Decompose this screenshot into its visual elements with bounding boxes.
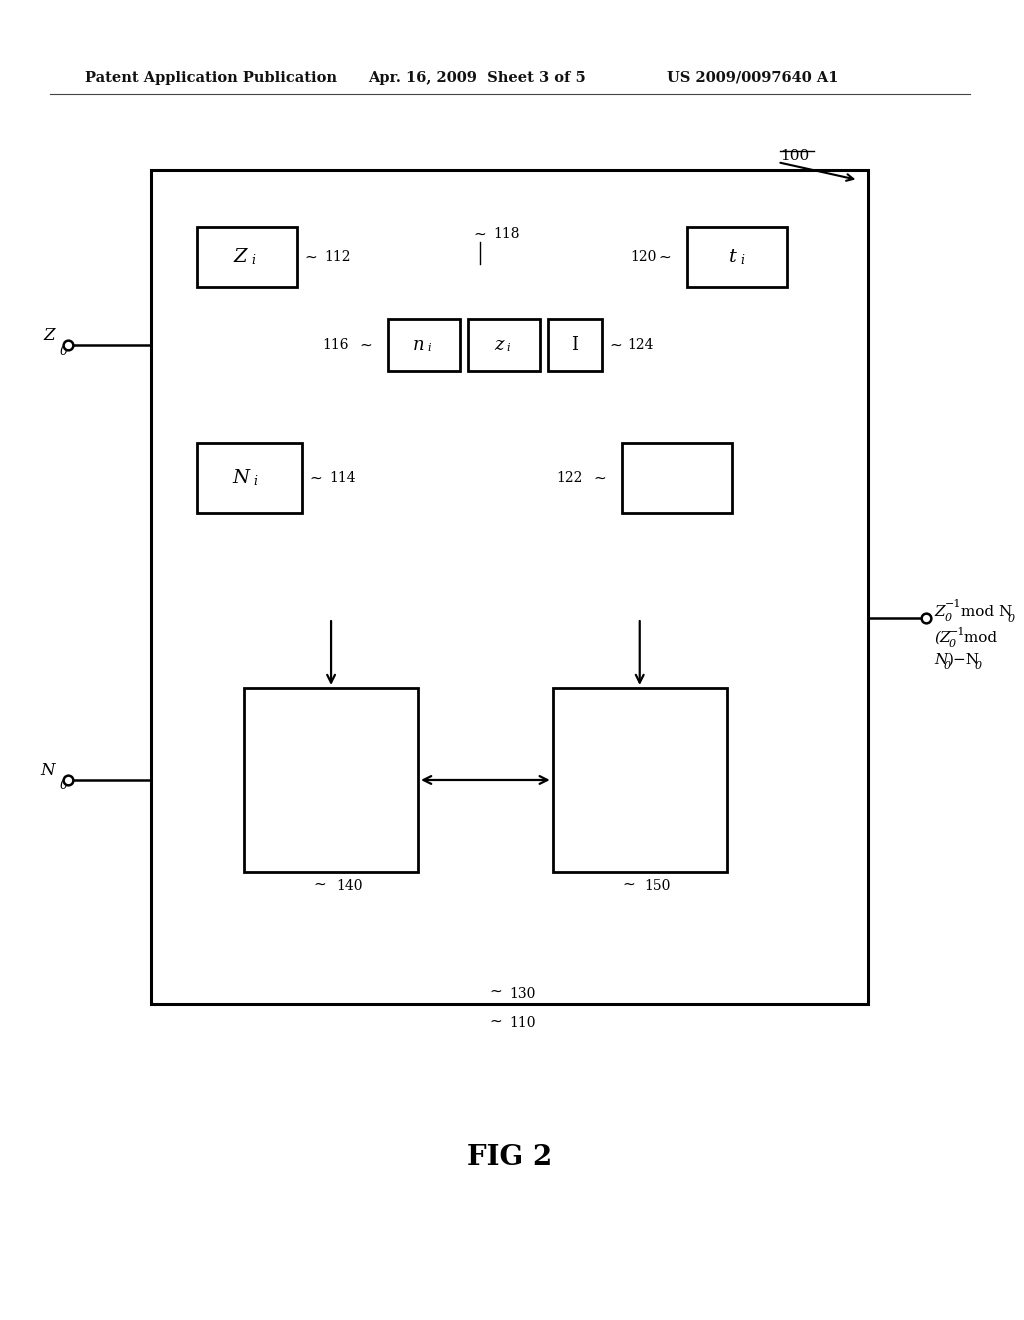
- Text: −1: −1: [949, 627, 966, 638]
- Text: ∼: ∼: [594, 470, 606, 486]
- Text: 0: 0: [949, 639, 956, 649]
- Text: 0: 0: [59, 779, 68, 792]
- Text: i: i: [507, 343, 510, 354]
- Text: 124: 124: [628, 338, 653, 352]
- Text: mod N: mod N: [955, 605, 1012, 619]
- Bar: [687, 227, 786, 286]
- Text: ∼: ∼: [473, 226, 486, 242]
- Text: i: i: [740, 255, 744, 267]
- Text: ∼: ∼: [489, 985, 502, 999]
- Text: 140: 140: [336, 879, 362, 894]
- Text: 0: 0: [945, 614, 952, 623]
- Text: 110: 110: [510, 1016, 537, 1031]
- Text: 120: 120: [631, 249, 657, 264]
- Text: mod: mod: [958, 631, 997, 645]
- Text: )−N: )−N: [948, 653, 980, 667]
- Text: Z: Z: [43, 327, 54, 345]
- Text: N: N: [232, 469, 250, 487]
- Bar: [623, 444, 732, 512]
- Bar: [388, 319, 460, 371]
- Text: Z: Z: [934, 605, 944, 619]
- Text: ∼: ∼: [609, 338, 623, 352]
- Bar: [468, 319, 540, 371]
- Text: 150: 150: [645, 879, 671, 894]
- Text: N: N: [934, 653, 947, 667]
- Text: 0: 0: [944, 661, 951, 671]
- Bar: [548, 319, 602, 371]
- Text: Apr. 16, 2009  Sheet 3 of 5: Apr. 16, 2009 Sheet 3 of 5: [369, 70, 586, 84]
- Text: I: I: [571, 337, 579, 354]
- Text: 116: 116: [322, 338, 348, 352]
- Text: 122: 122: [556, 471, 583, 484]
- Text: t: t: [729, 248, 737, 265]
- Bar: [171, 201, 848, 618]
- Text: Z: Z: [233, 248, 247, 265]
- Bar: [244, 688, 418, 873]
- Text: (Z: (Z: [934, 631, 950, 645]
- Text: 112: 112: [325, 249, 351, 264]
- Text: n: n: [413, 337, 424, 354]
- Bar: [152, 170, 868, 1003]
- Text: 118: 118: [493, 227, 519, 240]
- Text: ∼: ∼: [658, 249, 671, 264]
- Text: z: z: [495, 337, 504, 354]
- Text: Patent Application Publication: Patent Application Publication: [85, 70, 337, 84]
- Text: ∼: ∼: [313, 876, 326, 891]
- Text: i: i: [251, 255, 255, 267]
- Text: N: N: [40, 762, 54, 779]
- Bar: [553, 688, 727, 873]
- Text: ∼: ∼: [309, 470, 323, 486]
- Bar: [171, 640, 848, 977]
- Text: FIG 2: FIG 2: [467, 1144, 552, 1171]
- Bar: [198, 444, 302, 512]
- Text: ∼: ∼: [305, 249, 317, 264]
- Text: 0: 0: [1008, 614, 1015, 624]
- Text: i: i: [253, 475, 257, 488]
- Text: 114: 114: [330, 471, 356, 484]
- Text: ∼: ∼: [489, 1014, 502, 1028]
- Text: 130: 130: [510, 986, 537, 1001]
- Text: i: i: [427, 343, 431, 354]
- Text: 0: 0: [59, 345, 68, 358]
- Text: ∼: ∼: [359, 338, 373, 352]
- Text: 0: 0: [975, 661, 982, 671]
- Text: −1: −1: [945, 599, 962, 610]
- Text: 100: 100: [779, 149, 809, 164]
- Text: US 2009/0097640 A1: US 2009/0097640 A1: [667, 70, 839, 84]
- Text: ∼: ∼: [622, 876, 635, 891]
- Bar: [198, 227, 297, 286]
